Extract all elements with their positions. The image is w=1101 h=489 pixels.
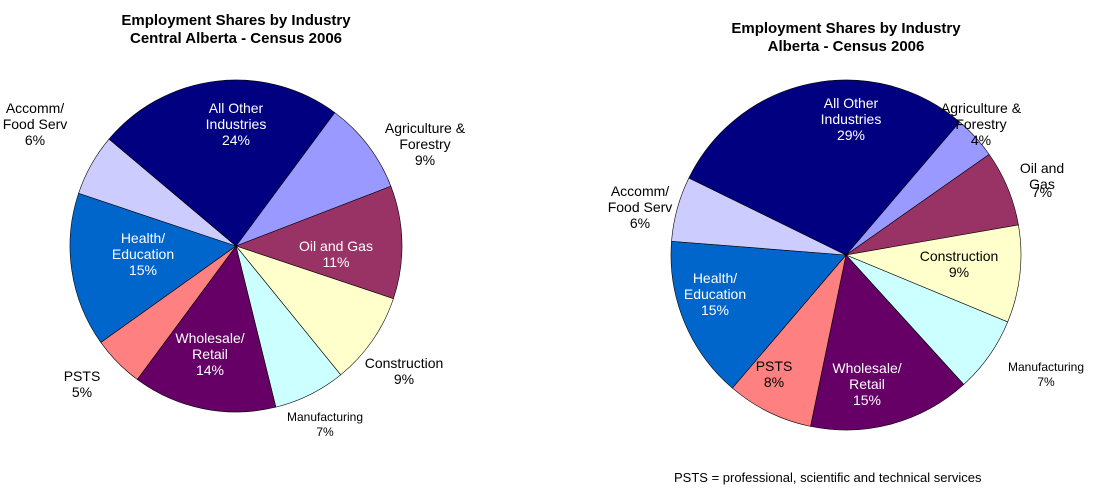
slice-value-label: 24% <box>221 132 251 148</box>
slice-value-label: 6% <box>629 215 651 231</box>
slice-label: Agriculture & Forestry <box>384 120 466 152</box>
slice-label: Accomm/ Food Serv <box>607 183 673 215</box>
footnote: PSTS = professional, scientific and tech… <box>674 470 982 485</box>
slice-label: Manufacturing <box>1007 360 1085 374</box>
slice-label: All Other Industries <box>820 95 882 127</box>
slice-value-label: 9% <box>414 152 436 168</box>
pie-slice <box>235 245 394 376</box>
slice-value-label: 5% <box>71 384 93 400</box>
pie-slice <box>136 245 277 413</box>
slice-value-label: 14% <box>195 362 225 378</box>
pie-slice <box>69 192 237 343</box>
pie-slice <box>688 79 961 256</box>
slice-label: Accomm/ Food Serv <box>2 100 68 132</box>
slice-label: All Other Industries <box>205 100 267 132</box>
pie-slice <box>235 112 392 247</box>
slice-value-label: 4% <box>970 132 992 148</box>
slice-label: PSTS <box>63 368 101 384</box>
slice-value-label: 7% <box>316 425 334 439</box>
pie-slice <box>670 240 847 389</box>
slice-label: Construction <box>364 355 444 371</box>
chart-title: Employment Shares by Industry <box>121 12 351 29</box>
slice-value-label: 7% <box>1031 184 1053 200</box>
slice-label: Manufacturing <box>286 410 364 424</box>
slice-label: Health/ Education <box>111 230 175 262</box>
slice-value-label: 15% <box>128 262 158 278</box>
slice-value-label: 29% <box>836 127 866 143</box>
slice-label: Oil and Gas <box>1019 160 1065 192</box>
slice-value-label: 15% <box>852 392 882 408</box>
slice-value-label: 7% <box>1037 375 1055 389</box>
chart-title: Employment Shares by Industry <box>731 20 961 37</box>
pie-slice <box>108 79 336 247</box>
slice-value-label: 11% <box>322 254 350 270</box>
slice-label: Health/ Education <box>683 270 747 302</box>
pie-slice <box>810 254 965 431</box>
slice-value-label: 8% <box>763 374 785 390</box>
slice-value-label: 9% <box>393 371 415 387</box>
slice-value-label: 6% <box>24 132 46 148</box>
slice-label: Agriculture & Forestry <box>940 100 1022 132</box>
pie-slice <box>235 185 403 300</box>
slice-value-label: 9% <box>948 264 970 280</box>
slice-label: Construction <box>919 248 999 264</box>
chart-subtitle: Alberta - Census 2006 <box>767 38 925 55</box>
slice-label: Wholesale/ Retail <box>175 330 245 362</box>
slice-label: Wholesale/ Retail <box>832 360 902 392</box>
slice-label: PSTS <box>755 358 793 374</box>
pie-slice <box>844 224 1022 323</box>
chart-subtitle: Central Alberta - Census 2006 <box>129 30 343 47</box>
slice-label: Oil and Gas <box>299 238 373 254</box>
slice-value-label: 15% <box>700 302 730 318</box>
